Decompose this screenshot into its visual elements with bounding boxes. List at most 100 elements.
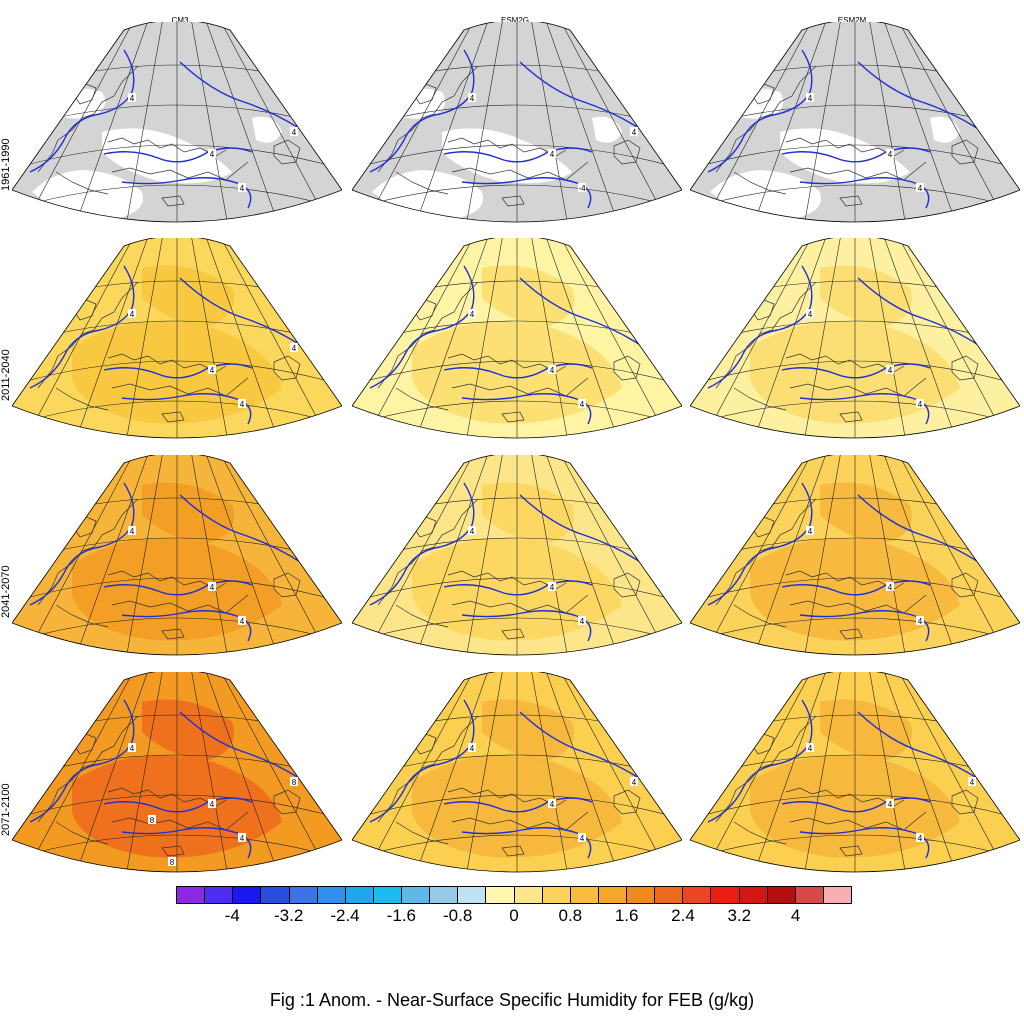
contour-label: 4 (470, 744, 475, 753)
coastline (37, 281, 139, 389)
coastline (501, 411, 525, 423)
graticule-meridian (124, 238, 164, 438)
graticule-meridian (464, 238, 504, 438)
coastline (501, 845, 525, 857)
graticule-parallel (690, 834, 1020, 863)
contour-line (781, 363, 931, 379)
graticule-parallel (12, 617, 342, 646)
graticule-meridian (218, 238, 334, 438)
coastline (451, 594, 589, 614)
graticule-meridian (802, 22, 842, 222)
contour-label: 4 (808, 310, 813, 319)
graticule-meridian (530, 455, 570, 655)
coastline (613, 789, 641, 815)
contour-label-box (886, 149, 894, 158)
colorbar-swatch (345, 886, 374, 904)
graticule-meridian (802, 455, 842, 655)
coastline (733, 821, 787, 845)
map-frame (690, 455, 1020, 656)
colorbar-tick-label: 2.4 (671, 906, 695, 925)
contour-label-box (468, 743, 476, 752)
contour-line (857, 61, 981, 131)
graticule-meridian (750, 238, 828, 438)
contour-line (103, 363, 253, 379)
coastline (733, 604, 787, 628)
contour-line (461, 177, 592, 209)
coastline (161, 411, 185, 423)
graticule-meridian (360, 238, 476, 438)
contour-line (707, 49, 813, 173)
graticule-meridian (802, 672, 842, 872)
coastline (377, 715, 479, 823)
contour-label: 4 (918, 834, 923, 843)
contour-line (103, 797, 253, 813)
graticule-meridian (544, 238, 622, 438)
contour-label: 4 (130, 744, 135, 753)
map-frame (352, 22, 682, 223)
coastline (377, 281, 479, 389)
coastline (55, 387, 109, 411)
contour-label: -4 (578, 184, 586, 193)
contour-label: 4 (808, 744, 813, 753)
contour-label: 8 (150, 816, 155, 825)
coastline (715, 281, 817, 389)
coastline (501, 628, 525, 640)
land-region (930, 116, 960, 143)
contour-label-box (128, 309, 136, 318)
contour-line (29, 699, 135, 823)
colorbar-swatch (739, 886, 768, 904)
contour-line (443, 147, 593, 163)
colorbar-swatch (711, 886, 740, 904)
map-frame (12, 238, 342, 439)
colorbar-swatch (514, 886, 543, 904)
graticule-meridian (464, 672, 504, 872)
graticule-meridian (558, 672, 674, 872)
contour-label: 4 (240, 617, 245, 626)
coastline (395, 604, 449, 628)
graticule-parallel (12, 834, 342, 863)
contour-label: 4 (632, 778, 637, 787)
contour-line (799, 610, 930, 642)
contour-label: 4 (130, 310, 135, 319)
graticule-parallel (690, 617, 1020, 646)
graticule-meridian (20, 455, 136, 655)
graticule-meridian (124, 672, 164, 872)
coastline (161, 845, 185, 857)
land-region (252, 116, 282, 143)
coastline (839, 628, 863, 640)
contour-label-box (238, 183, 246, 192)
colorbar-tick-label: 0 (509, 906, 519, 925)
contour-line (369, 482, 475, 606)
graticule-meridian (868, 672, 908, 872)
contour-line (179, 494, 303, 564)
contour-line (179, 277, 303, 347)
coastline (951, 789, 979, 815)
map-panel-2011-2040-CM3: 4 4 4 4 (12, 238, 342, 439)
contour-label: 4 (240, 400, 245, 409)
coastline (37, 65, 139, 173)
coastline (715, 65, 817, 173)
graticule-meridian (868, 238, 908, 438)
coastline (273, 139, 301, 165)
contour-label-box (290, 127, 298, 136)
contour-line (781, 580, 931, 596)
contour-label: 4 (580, 400, 585, 409)
map-frame (12, 672, 342, 873)
graticule-meridian (204, 22, 282, 222)
coastline (395, 171, 449, 195)
graticule-meridian (896, 22, 1012, 222)
contour-label: 4 (550, 150, 555, 159)
colorbar-swatch (570, 886, 599, 904)
map-panel-1961-1990-ESM2G: 4 4 -4 4 (352, 22, 682, 223)
contour-line (443, 797, 593, 813)
graticule-meridian (896, 455, 1012, 655)
colorbar-tick-label: -3.2 (274, 906, 304, 925)
contour-line (369, 49, 475, 173)
contour-line (707, 699, 813, 823)
contour-label-box (630, 127, 638, 136)
graticule-meridian (412, 455, 490, 655)
contour-label-box (916, 616, 924, 625)
graticule-meridian (802, 238, 842, 438)
graticule-meridian (412, 672, 490, 872)
graticule-meridian (72, 672, 150, 872)
